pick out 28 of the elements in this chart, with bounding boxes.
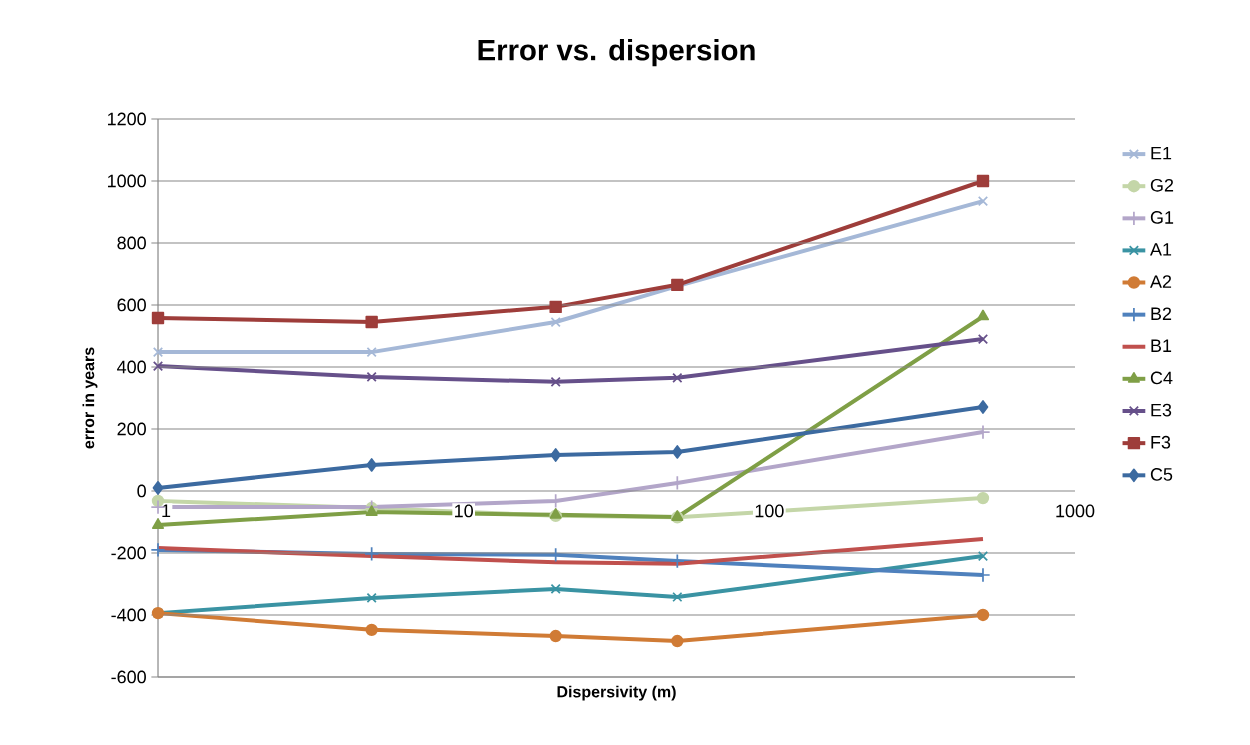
y-tick-label: 600 — [117, 298, 146, 312]
legend-label: C4 — [1150, 371, 1173, 385]
legend-label: A2 — [1150, 275, 1172, 288]
x-tick-label: 1 — [162, 504, 171, 517]
legend-label: C5 — [1150, 468, 1173, 481]
y-tick-label: -400 — [111, 608, 146, 622]
legend-label: B2 — [1151, 307, 1172, 320]
legend-label: G1 — [1150, 211, 1174, 224]
y-tick-label: -600 — [111, 670, 146, 684]
y-tick-label: 1000 — [108, 174, 146, 188]
y-tick-label: 1200 — [108, 112, 146, 126]
y-axis-title: error in years — [82, 347, 98, 449]
chart-title: Error vs. dispersion — [478, 38, 755, 67]
legend-label: F3 — [1151, 435, 1171, 449]
y-tick-label: 400 — [117, 360, 146, 374]
y-tick-label: 200 — [117, 422, 146, 436]
x-axis-title: Dispersivity (m) — [557, 685, 676, 701]
x-tick-label: 100 — [755, 504, 784, 518]
legend-label: B1 — [1151, 339, 1172, 352]
x-tick-label: 1000 — [1056, 504, 1095, 518]
y-tick-label: 0 — [137, 484, 146, 498]
legend-label: E3 — [1151, 403, 1172, 417]
legend-label: G2 — [1150, 178, 1174, 192]
x-tick-label: 10 — [455, 504, 473, 518]
legend-label: E1 — [1151, 146, 1172, 160]
y-tick-label: 800 — [117, 236, 146, 250]
legend-label: A1 — [1150, 243, 1172, 256]
y-tick-label: -200 — [111, 546, 146, 560]
